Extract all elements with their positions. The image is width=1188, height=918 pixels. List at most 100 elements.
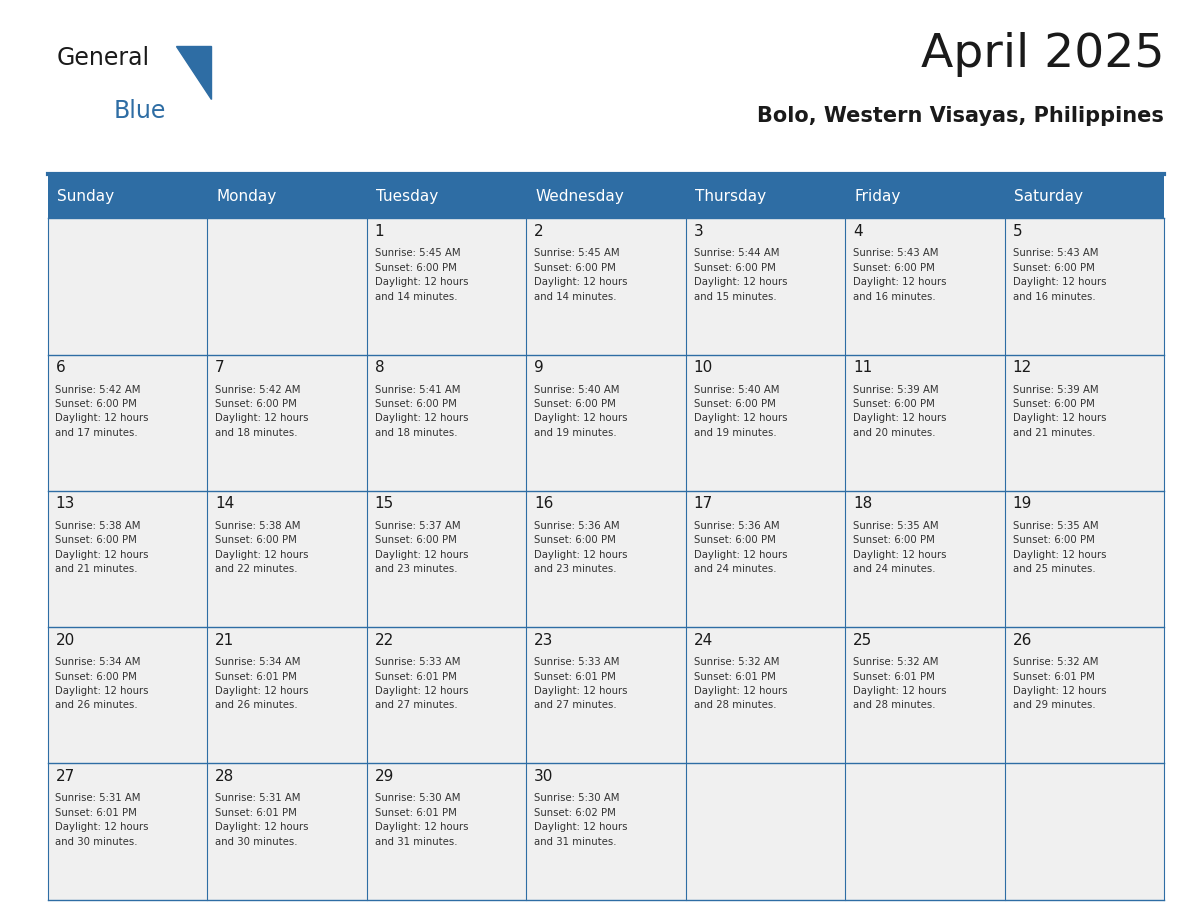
Bar [845,491,1005,627]
Text: 1: 1 [374,224,384,239]
Bar [526,764,685,900]
Text: 23: 23 [535,633,554,647]
Text: 6: 6 [56,360,65,375]
Bar [845,627,1005,764]
Text: Sunrise: 5:40 AM
Sunset: 6:00 PM
Daylight: 12 hours
and 19 minutes.: Sunrise: 5:40 AM Sunset: 6:00 PM Dayligh… [535,385,627,438]
Text: Sunrise: 5:33 AM
Sunset: 6:01 PM
Daylight: 12 hours
and 27 minutes.: Sunrise: 5:33 AM Sunset: 6:01 PM Dayligh… [374,657,468,711]
Text: Sunrise: 5:43 AM
Sunset: 6:00 PM
Daylight: 12 hours
and 16 minutes.: Sunrise: 5:43 AM Sunset: 6:00 PM Dayligh… [1012,249,1106,302]
Text: Saturday: Saturday [1015,189,1083,204]
Text: 9: 9 [535,360,544,375]
Text: Sunrise: 5:35 AM
Sunset: 6:00 PM
Daylight: 12 hours
and 24 minutes.: Sunrise: 5:35 AM Sunset: 6:00 PM Dayligh… [853,521,947,574]
Bar [1005,627,1164,764]
Text: 11: 11 [853,360,872,375]
Text: 3: 3 [694,224,703,239]
Text: 8: 8 [374,360,384,375]
Bar [526,491,685,627]
Text: 17: 17 [694,497,713,511]
Bar [685,764,845,900]
Bar [845,354,1005,491]
Text: Sunrise: 5:45 AM
Sunset: 6:00 PM
Daylight: 12 hours
and 14 minutes.: Sunrise: 5:45 AM Sunset: 6:00 PM Dayligh… [535,249,627,302]
Text: 27: 27 [56,769,75,784]
Text: 28: 28 [215,769,234,784]
Bar [367,764,526,900]
Text: 26: 26 [1012,633,1032,647]
Text: Sunrise: 5:33 AM
Sunset: 6:01 PM
Daylight: 12 hours
and 27 minutes.: Sunrise: 5:33 AM Sunset: 6:01 PM Dayligh… [535,657,627,711]
Bar [207,218,367,354]
Bar [1005,764,1164,900]
Text: Thursday: Thursday [695,189,766,204]
Bar [367,354,526,491]
Text: 7: 7 [215,360,225,375]
Text: Sunrise: 5:43 AM
Sunset: 6:00 PM
Daylight: 12 hours
and 16 minutes.: Sunrise: 5:43 AM Sunset: 6:00 PM Dayligh… [853,249,947,302]
Text: Sunrise: 5:34 AM
Sunset: 6:00 PM
Daylight: 12 hours
and 26 minutes.: Sunrise: 5:34 AM Sunset: 6:00 PM Dayligh… [56,657,148,711]
Text: 16: 16 [535,497,554,511]
Text: Bolo, Western Visayas, Philippines: Bolo, Western Visayas, Philippines [758,106,1164,126]
Text: 12: 12 [1012,360,1032,375]
Polygon shape [176,46,211,99]
Bar [48,354,207,491]
Text: Sunrise: 5:38 AM
Sunset: 6:00 PM
Daylight: 12 hours
and 22 minutes.: Sunrise: 5:38 AM Sunset: 6:00 PM Dayligh… [215,521,309,574]
Bar [685,491,845,627]
Text: Sunday: Sunday [57,189,114,204]
Text: Sunrise: 5:36 AM
Sunset: 6:00 PM
Daylight: 12 hours
and 23 minutes.: Sunrise: 5:36 AM Sunset: 6:00 PM Dayligh… [535,521,627,574]
Text: Monday: Monday [216,189,277,204]
Text: General: General [57,46,150,70]
Text: Wednesday: Wednesday [536,189,625,204]
Bar [48,627,207,764]
Text: Sunrise: 5:30 AM
Sunset: 6:01 PM
Daylight: 12 hours
and 31 minutes.: Sunrise: 5:30 AM Sunset: 6:01 PM Dayligh… [374,793,468,846]
Text: 5: 5 [1012,224,1023,239]
Bar [48,218,207,354]
Text: 4: 4 [853,224,862,239]
Text: Sunrise: 5:45 AM
Sunset: 6:00 PM
Daylight: 12 hours
and 14 minutes.: Sunrise: 5:45 AM Sunset: 6:00 PM Dayligh… [374,249,468,302]
Text: Sunrise: 5:32 AM
Sunset: 6:01 PM
Daylight: 12 hours
and 29 minutes.: Sunrise: 5:32 AM Sunset: 6:01 PM Dayligh… [1012,657,1106,711]
Text: Sunrise: 5:42 AM
Sunset: 6:00 PM
Daylight: 12 hours
and 17 minutes.: Sunrise: 5:42 AM Sunset: 6:00 PM Dayligh… [56,385,148,438]
Bar [1005,354,1164,491]
Bar [526,218,685,354]
Text: Tuesday: Tuesday [377,189,438,204]
Bar [48,174,1164,218]
Text: Sunrise: 5:44 AM
Sunset: 6:00 PM
Daylight: 12 hours
and 15 minutes.: Sunrise: 5:44 AM Sunset: 6:00 PM Dayligh… [694,249,788,302]
Text: April 2025: April 2025 [921,32,1164,77]
Text: Sunrise: 5:39 AM
Sunset: 6:00 PM
Daylight: 12 hours
and 21 minutes.: Sunrise: 5:39 AM Sunset: 6:00 PM Dayligh… [1012,385,1106,438]
Bar [685,354,845,491]
Text: Blue: Blue [114,99,166,123]
Bar [367,627,526,764]
Text: 10: 10 [694,360,713,375]
Text: 2: 2 [535,224,544,239]
Bar [1005,491,1164,627]
Bar [207,627,367,764]
Text: 22: 22 [374,633,393,647]
Bar [845,218,1005,354]
Bar [526,627,685,764]
Text: Sunrise: 5:40 AM
Sunset: 6:00 PM
Daylight: 12 hours
and 19 minutes.: Sunrise: 5:40 AM Sunset: 6:00 PM Dayligh… [694,385,788,438]
Text: 13: 13 [56,497,75,511]
Bar [207,491,367,627]
Bar [1005,218,1164,354]
Text: Sunrise: 5:35 AM
Sunset: 6:00 PM
Daylight: 12 hours
and 25 minutes.: Sunrise: 5:35 AM Sunset: 6:00 PM Dayligh… [1012,521,1106,574]
Bar [48,764,207,900]
Bar [367,491,526,627]
Text: 29: 29 [374,769,394,784]
Text: Sunrise: 5:38 AM
Sunset: 6:00 PM
Daylight: 12 hours
and 21 minutes.: Sunrise: 5:38 AM Sunset: 6:00 PM Dayligh… [56,521,148,574]
Text: Sunrise: 5:32 AM
Sunset: 6:01 PM
Daylight: 12 hours
and 28 minutes.: Sunrise: 5:32 AM Sunset: 6:01 PM Dayligh… [694,657,788,711]
Text: Sunrise: 5:36 AM
Sunset: 6:00 PM
Daylight: 12 hours
and 24 minutes.: Sunrise: 5:36 AM Sunset: 6:00 PM Dayligh… [694,521,788,574]
Text: Sunrise: 5:39 AM
Sunset: 6:00 PM
Daylight: 12 hours
and 20 minutes.: Sunrise: 5:39 AM Sunset: 6:00 PM Dayligh… [853,385,947,438]
Text: Sunrise: 5:34 AM
Sunset: 6:01 PM
Daylight: 12 hours
and 26 minutes.: Sunrise: 5:34 AM Sunset: 6:01 PM Dayligh… [215,657,309,711]
Text: Sunrise: 5:37 AM
Sunset: 6:00 PM
Daylight: 12 hours
and 23 minutes.: Sunrise: 5:37 AM Sunset: 6:00 PM Dayligh… [374,521,468,574]
Text: 25: 25 [853,633,872,647]
Text: Sunrise: 5:42 AM
Sunset: 6:00 PM
Daylight: 12 hours
and 18 minutes.: Sunrise: 5:42 AM Sunset: 6:00 PM Dayligh… [215,385,309,438]
Bar [685,218,845,354]
Text: 18: 18 [853,497,872,511]
Bar [367,218,526,354]
Text: 15: 15 [374,497,393,511]
Bar [685,627,845,764]
Text: 14: 14 [215,497,234,511]
Bar [526,354,685,491]
Text: Sunrise: 5:30 AM
Sunset: 6:02 PM
Daylight: 12 hours
and 31 minutes.: Sunrise: 5:30 AM Sunset: 6:02 PM Dayligh… [535,793,627,846]
Text: Sunrise: 5:31 AM
Sunset: 6:01 PM
Daylight: 12 hours
and 30 minutes.: Sunrise: 5:31 AM Sunset: 6:01 PM Dayligh… [56,793,148,846]
Text: 20: 20 [56,633,75,647]
Text: 24: 24 [694,633,713,647]
Text: Sunrise: 5:32 AM
Sunset: 6:01 PM
Daylight: 12 hours
and 28 minutes.: Sunrise: 5:32 AM Sunset: 6:01 PM Dayligh… [853,657,947,711]
Text: Sunrise: 5:31 AM
Sunset: 6:01 PM
Daylight: 12 hours
and 30 minutes.: Sunrise: 5:31 AM Sunset: 6:01 PM Dayligh… [215,793,309,846]
Bar [48,491,207,627]
